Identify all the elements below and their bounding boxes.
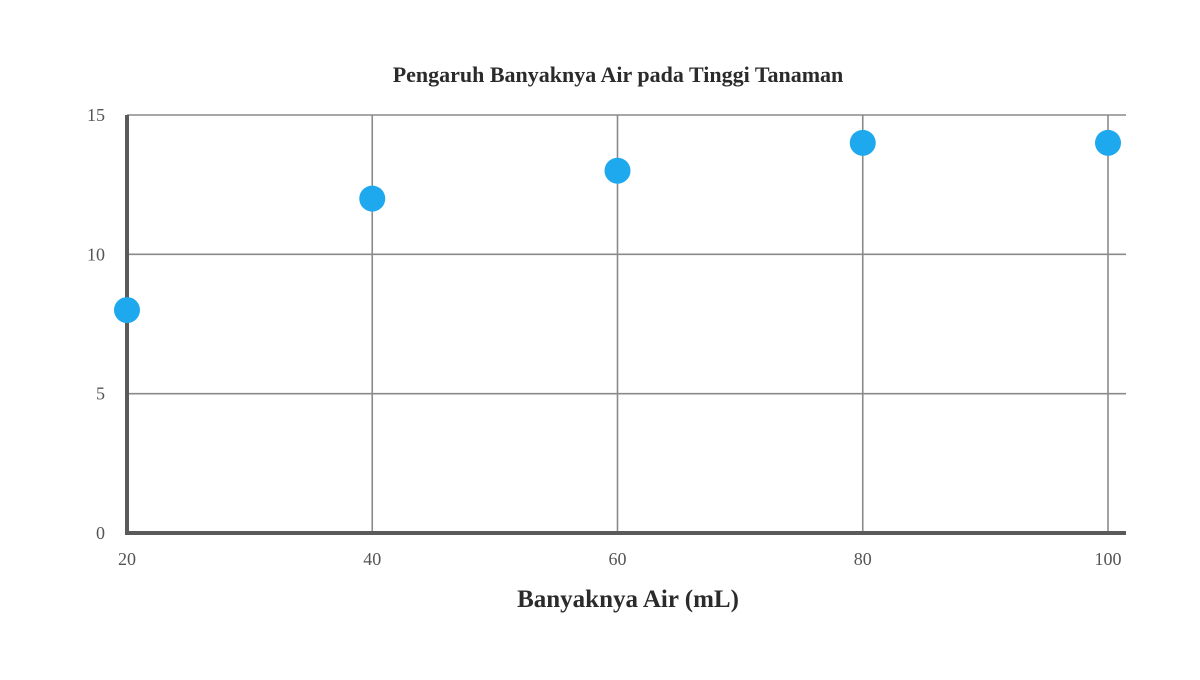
data-point xyxy=(114,297,140,324)
tick-labels: 0 5 10 15 20 40 60 80 100 xyxy=(87,105,1122,569)
data-points xyxy=(114,129,1121,324)
y-tick-label: 5 xyxy=(96,384,105,404)
axes xyxy=(125,115,1126,535)
y-tick-label: 10 xyxy=(87,244,105,264)
data-point xyxy=(1095,129,1121,156)
y-tick-label: 15 xyxy=(87,105,105,125)
data-point xyxy=(604,157,631,184)
grid-lines xyxy=(127,114,1126,533)
x-tick-label: 60 xyxy=(609,549,627,569)
x-axis-label: Banyaknya Air (mL) xyxy=(517,586,739,613)
data-point xyxy=(359,185,386,212)
x-tick-label: 100 xyxy=(1095,549,1122,569)
chart-title: Pengaruh Banyaknya Air pada Tinggi Tanam… xyxy=(393,62,844,87)
x-tick-label: 80 xyxy=(854,549,872,569)
y-tick-label: 0 xyxy=(96,523,105,543)
x-tick-label: 20 xyxy=(118,549,136,569)
data-point xyxy=(849,129,876,156)
x-tick-label: 40 xyxy=(363,549,381,569)
